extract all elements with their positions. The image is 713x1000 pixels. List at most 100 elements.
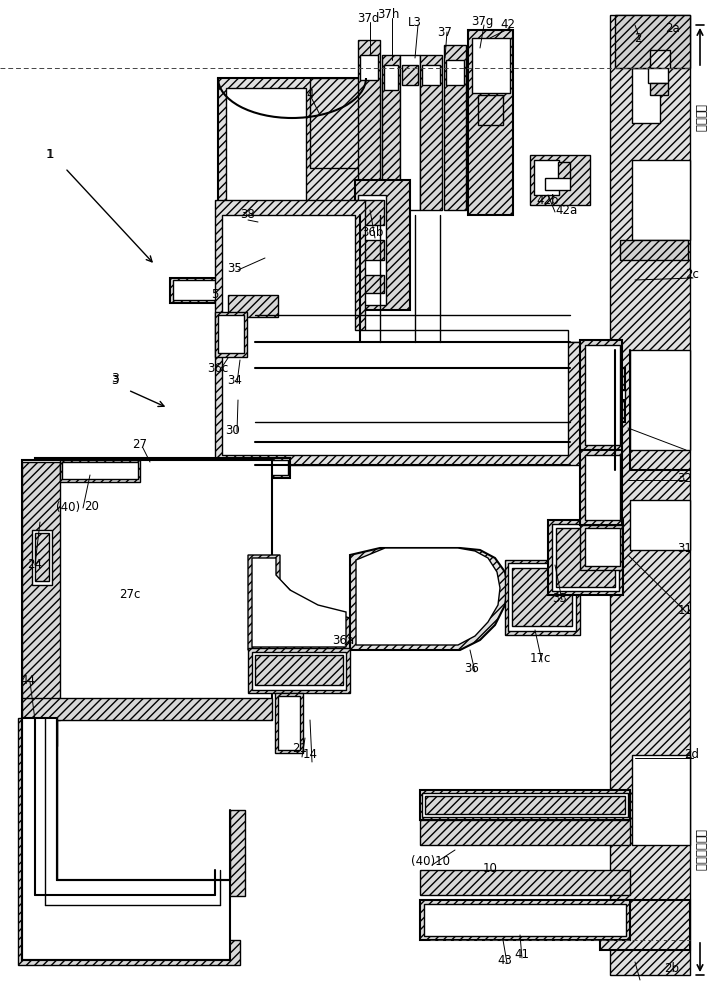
Bar xyxy=(552,524,619,591)
Text: 驱动源相反侧: 驱动源相反侧 xyxy=(694,829,707,871)
Bar xyxy=(365,78,380,253)
Bar xyxy=(218,315,244,353)
Bar xyxy=(37,460,288,475)
Bar xyxy=(632,160,690,240)
Bar xyxy=(450,900,485,935)
Text: 3: 3 xyxy=(111,373,118,386)
Text: 27c: 27c xyxy=(119,588,140,601)
Text: 1: 1 xyxy=(46,148,53,161)
Bar xyxy=(22,460,272,720)
Bar xyxy=(472,38,510,93)
Bar xyxy=(422,793,628,817)
Text: 38: 38 xyxy=(240,209,255,222)
Polygon shape xyxy=(615,15,690,68)
Text: 35: 35 xyxy=(227,261,242,274)
Text: 10: 10 xyxy=(483,861,498,874)
Bar xyxy=(468,30,513,215)
Bar xyxy=(648,68,668,83)
Text: 41: 41 xyxy=(515,948,530,962)
Text: 11: 11 xyxy=(677,603,692,616)
Text: 5: 5 xyxy=(211,288,219,302)
Text: 32: 32 xyxy=(677,472,692,485)
Bar xyxy=(420,870,630,895)
Bar xyxy=(355,180,410,310)
Bar xyxy=(173,280,297,300)
Polygon shape xyxy=(350,548,508,650)
Bar xyxy=(260,268,300,283)
Bar xyxy=(22,698,272,720)
Bar xyxy=(444,45,466,210)
Bar xyxy=(580,340,622,450)
Text: 1: 1 xyxy=(46,148,54,161)
Bar xyxy=(22,462,60,720)
Polygon shape xyxy=(215,200,580,465)
Bar xyxy=(478,95,503,125)
Text: 36a: 36a xyxy=(332,634,354,647)
Bar xyxy=(630,500,690,550)
Bar xyxy=(534,160,559,195)
Text: 37g: 37g xyxy=(471,15,493,28)
Bar xyxy=(60,460,140,482)
Bar xyxy=(630,350,690,450)
Bar xyxy=(422,65,440,85)
Text: 36: 36 xyxy=(465,662,479,674)
Text: 20: 20 xyxy=(85,500,99,514)
Bar xyxy=(632,755,690,845)
Text: 36c: 36c xyxy=(207,361,229,374)
Text: 44: 44 xyxy=(21,674,36,686)
Bar xyxy=(255,390,625,400)
Bar xyxy=(35,458,290,478)
Bar xyxy=(280,422,620,442)
Bar xyxy=(512,568,572,626)
Text: 21: 21 xyxy=(292,742,307,754)
Bar xyxy=(488,900,528,935)
Polygon shape xyxy=(252,558,346,647)
Bar xyxy=(218,78,366,223)
Bar xyxy=(280,442,620,464)
Text: 37h: 37h xyxy=(376,8,399,21)
Bar xyxy=(400,55,420,210)
Text: 2c: 2c xyxy=(685,268,699,282)
Bar xyxy=(402,65,418,85)
Bar xyxy=(248,648,350,693)
Text: 42b: 42b xyxy=(537,194,559,207)
Bar xyxy=(545,178,570,190)
Text: 34: 34 xyxy=(227,373,242,386)
Bar xyxy=(252,652,346,690)
Text: 30: 30 xyxy=(225,424,240,436)
Polygon shape xyxy=(356,548,500,645)
Text: 27: 27 xyxy=(133,438,148,452)
Text: (40)10: (40)10 xyxy=(411,856,449,868)
Text: L3: L3 xyxy=(408,15,422,28)
Text: 2b: 2b xyxy=(665,962,679,974)
Bar xyxy=(620,240,688,260)
Bar xyxy=(360,200,384,225)
Text: 33: 33 xyxy=(553,591,568,604)
Bar xyxy=(446,60,464,85)
Text: 17c: 17c xyxy=(529,652,550,664)
Bar xyxy=(258,248,303,270)
Bar xyxy=(600,900,690,950)
Bar xyxy=(382,55,400,215)
Bar xyxy=(228,295,278,317)
Bar xyxy=(425,796,625,814)
Bar xyxy=(556,528,615,587)
Bar xyxy=(255,655,343,685)
Bar xyxy=(32,530,52,585)
Bar xyxy=(632,68,660,123)
Text: 4: 4 xyxy=(307,89,314,102)
Polygon shape xyxy=(218,200,380,248)
Text: 驱动源侧: 驱动源侧 xyxy=(694,104,707,132)
Text: 43: 43 xyxy=(498,954,513,966)
Polygon shape xyxy=(248,555,350,650)
Polygon shape xyxy=(18,718,245,965)
Bar xyxy=(170,278,300,303)
Text: 36b: 36b xyxy=(361,226,383,238)
Text: 2d: 2d xyxy=(684,748,699,762)
Text: 37: 37 xyxy=(438,25,453,38)
Bar xyxy=(226,88,306,213)
Bar xyxy=(530,155,590,205)
Bar xyxy=(280,342,620,370)
Bar xyxy=(255,368,625,390)
Text: 42: 42 xyxy=(501,18,515,31)
